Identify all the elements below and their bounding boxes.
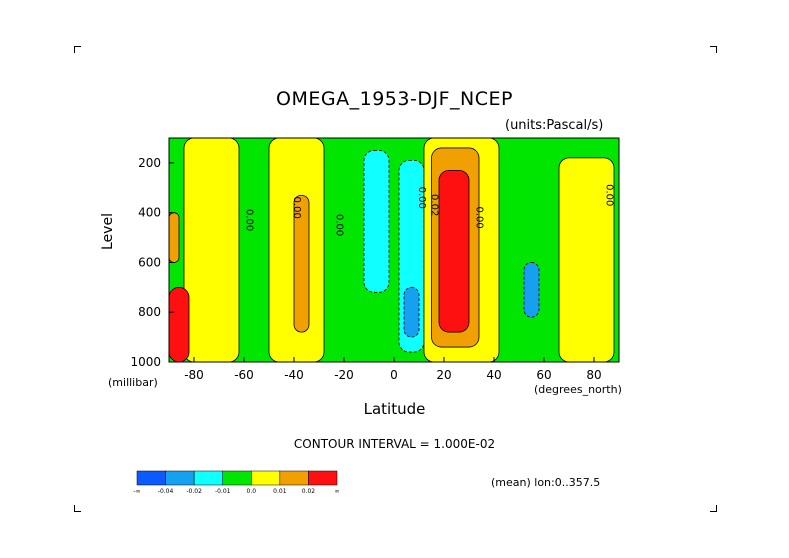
contour-region-red (438, 169, 470, 333)
contour-region-yellow (558, 157, 615, 362)
contour-region-lightblue (523, 262, 540, 318)
contour-region-yellow (183, 138, 240, 362)
y-axis-unit: (millibar) (108, 376, 158, 389)
contour-region-green (169, 138, 619, 362)
corner-mark-top-right (710, 46, 717, 53)
x-tick-label: -60 (234, 368, 254, 382)
contour-region-orange (293, 194, 310, 333)
x-tick-label: -80 (184, 368, 204, 382)
contour-label: 0.02 (429, 194, 440, 216)
colorbar-swatch (165, 470, 195, 486)
x-tick-label: 80 (586, 368, 601, 382)
x-tick-label: -40 (284, 368, 304, 382)
contour-label: 0.00 (474, 207, 485, 229)
colorbar-label: 0.02 (302, 488, 316, 495)
x-tick-label: 0 (390, 368, 398, 382)
contour-label: 0.00 (244, 209, 255, 231)
x-tick-label: 20 (436, 368, 451, 382)
y-tick-label: 800 (138, 305, 161, 319)
colorbar-swatch (308, 470, 338, 486)
chart-title: OMEGA_1953-DJF_NCEP (276, 88, 513, 110)
units-note: (units:Pascal/s) (505, 118, 604, 133)
colorbar-swatch (193, 470, 223, 486)
contour-region-cyan (363, 150, 390, 293)
contour-interval-note: CONTOUR INTERVAL = 1.000E-02 (293, 437, 496, 451)
colorbar: -∞ -0.04 -0.02 -0.01 0.0 0.01 0.02 ∞ (133, 470, 340, 495)
mean-note: (mean) lon:0..357.5 (491, 476, 601, 489)
colorbar-swatch (279, 470, 309, 486)
colorbar-swatch (136, 470, 166, 486)
y-tick-label: 400 (138, 206, 161, 220)
colorbar-label: 0.0 (247, 488, 257, 495)
x-tick-label: -20 (334, 368, 354, 382)
colorbar-label: -0.01 (215, 488, 231, 495)
corner-mark-bottom-right (710, 505, 717, 512)
colorbar-label: -0.02 (186, 488, 202, 495)
colorbar-swatch (222, 470, 252, 486)
y-tick-label: 600 (138, 255, 161, 269)
x-tick-label: 40 (486, 368, 501, 382)
contour-region-orange (169, 212, 180, 263)
colorbar-swatch (251, 470, 281, 486)
contour-region-red (169, 286, 190, 362)
contour-region-lightblue (403, 286, 420, 338)
x-tick-label: 60 (536, 368, 551, 382)
contour-labels: 0.000.000.000.00 0.020.000.00 (244, 184, 615, 236)
colorbar-label: -0.04 (158, 488, 174, 495)
y-tick-label: 200 (138, 156, 161, 170)
contour-label: 0.00 (604, 184, 615, 206)
x-axis-label: Latitude (363, 400, 426, 418)
colorbar-label: -∞ (133, 488, 140, 495)
contour-label: 0.00 (416, 187, 427, 209)
axis-ticks: -80 -60 -40 -20 0 20 40 60 80 200 400 600 800 1000 (130, 156, 601, 382)
filled-contours (169, 138, 619, 362)
colorbar-label: ∞ (335, 488, 340, 495)
colorbar-label: 0.01 (273, 488, 287, 495)
x-axis-unit: (degrees_north) (534, 383, 622, 396)
contour-label: 0.00 (334, 214, 345, 236)
corner-mark-top-left (74, 46, 81, 53)
contour-label: 0.00 (291, 197, 302, 219)
corner-mark-bottom-left (74, 505, 81, 512)
y-tick-label: 1000 (130, 355, 161, 369)
